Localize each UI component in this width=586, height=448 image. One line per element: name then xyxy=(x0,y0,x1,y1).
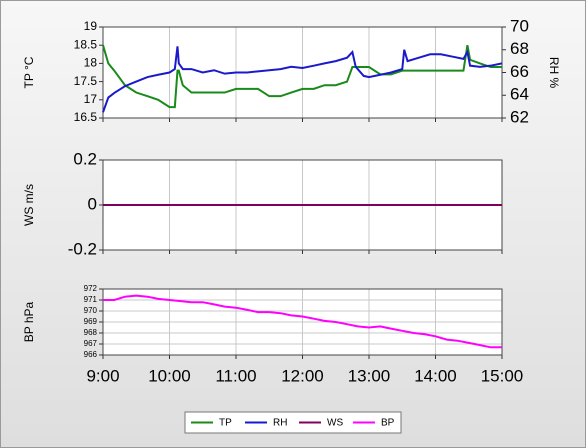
x-tick-label: 14:00 xyxy=(414,366,457,385)
y-tick-label: 17 xyxy=(84,92,98,106)
y-tick-label: 969 xyxy=(84,317,98,326)
y2-tick-label: 68 xyxy=(510,39,529,58)
y-tick-label: 0 xyxy=(88,194,97,213)
y2-tick-label: 64 xyxy=(510,85,529,104)
y-axis-label: BP hPa xyxy=(22,301,36,342)
y-tick-label: 967 xyxy=(84,339,98,348)
series-line xyxy=(103,294,502,349)
legend-label: TP xyxy=(219,418,232,429)
y-axis-label: TP °C xyxy=(22,56,36,88)
y-tick-label: 19 xyxy=(84,19,98,33)
y-tick-label: 17.5 xyxy=(74,74,98,88)
x-tick-label: 12:00 xyxy=(281,366,324,385)
y-tick-label: -0.2 xyxy=(68,239,97,258)
y2-tick-label: 70 xyxy=(510,16,529,35)
y-tick-label: 968 xyxy=(84,328,98,337)
x-tick-label: 11:00 xyxy=(215,366,256,385)
y-tick-label: 966 xyxy=(84,350,98,359)
x-tick-label: 9:00 xyxy=(86,366,119,385)
plot-frame xyxy=(102,288,503,356)
y-tick-label: 970 xyxy=(84,306,98,315)
legend-label: WS xyxy=(327,418,343,429)
y-tick-label: 971 xyxy=(84,295,98,304)
x-tick-label: 13:00 xyxy=(348,366,391,385)
legend-box xyxy=(184,411,402,434)
y2-axis-label: RH % xyxy=(547,57,561,89)
x-tick-label: 15:00 xyxy=(481,366,524,385)
y-axis-label: WS m/s xyxy=(22,184,36,226)
y-tick-label: 0.2 xyxy=(73,149,97,168)
y-tick-label: 16.5 xyxy=(74,110,98,124)
y-tick-label: 18.5 xyxy=(74,37,98,51)
legend-label: BP xyxy=(381,418,395,429)
series-line xyxy=(102,46,503,113)
x-tick-label: 10:00 xyxy=(148,366,191,385)
y-tick-label: 18 xyxy=(84,56,98,70)
y2-tick-label: 62 xyxy=(510,107,529,126)
y-tick-label: 972 xyxy=(84,284,98,293)
legend-label: RH xyxy=(273,418,287,429)
series-line xyxy=(102,44,502,109)
y2-tick-label: 66 xyxy=(510,62,529,81)
plot-frame xyxy=(102,26,503,119)
